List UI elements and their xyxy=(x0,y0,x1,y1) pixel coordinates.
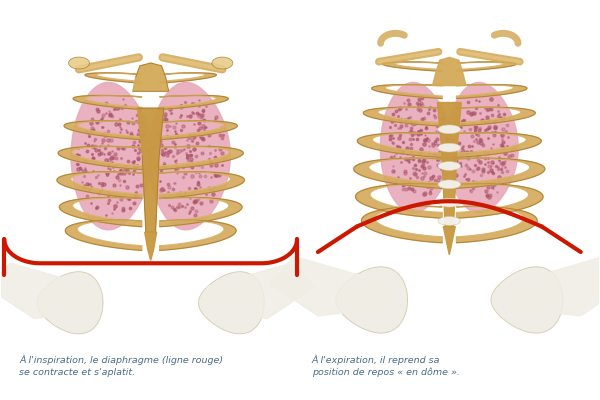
Ellipse shape xyxy=(438,125,461,134)
Polygon shape xyxy=(457,158,545,188)
Polygon shape xyxy=(356,184,442,218)
Polygon shape xyxy=(37,272,103,334)
Polygon shape xyxy=(160,197,242,227)
Ellipse shape xyxy=(438,180,461,189)
Polygon shape xyxy=(65,220,142,250)
Ellipse shape xyxy=(438,162,461,170)
Polygon shape xyxy=(457,184,543,218)
Text: À l'expiration, il reprend sa: À l'expiration, il reprend sa xyxy=(312,354,440,365)
Polygon shape xyxy=(137,108,164,232)
Polygon shape xyxy=(433,57,466,86)
Ellipse shape xyxy=(438,143,461,152)
Polygon shape xyxy=(509,256,600,316)
Polygon shape xyxy=(457,133,541,157)
Polygon shape xyxy=(354,158,442,188)
Polygon shape xyxy=(85,73,142,83)
Polygon shape xyxy=(149,82,230,230)
Polygon shape xyxy=(199,272,264,334)
Polygon shape xyxy=(160,73,217,83)
Polygon shape xyxy=(491,267,563,333)
Polygon shape xyxy=(64,121,142,140)
Polygon shape xyxy=(160,146,243,170)
Text: position de repos « en dôme ».: position de repos « en dôme ». xyxy=(312,367,460,377)
Polygon shape xyxy=(437,102,461,227)
Polygon shape xyxy=(362,206,442,243)
Polygon shape xyxy=(358,133,442,157)
Polygon shape xyxy=(208,263,315,319)
Polygon shape xyxy=(382,62,442,71)
Polygon shape xyxy=(457,62,516,71)
Polygon shape xyxy=(457,107,535,126)
Polygon shape xyxy=(457,84,527,98)
Polygon shape xyxy=(443,227,455,255)
Polygon shape xyxy=(336,267,407,333)
Ellipse shape xyxy=(438,217,461,225)
Polygon shape xyxy=(71,82,152,230)
Polygon shape xyxy=(160,172,244,198)
Polygon shape xyxy=(371,84,442,98)
Polygon shape xyxy=(160,121,237,140)
Text: se contracte et s'aplatit.: se contracte et s'aplatit. xyxy=(19,368,136,377)
Polygon shape xyxy=(133,63,169,91)
Polygon shape xyxy=(446,82,518,213)
Polygon shape xyxy=(380,82,452,213)
Polygon shape xyxy=(57,172,142,198)
Ellipse shape xyxy=(438,198,461,207)
Ellipse shape xyxy=(212,57,233,69)
Polygon shape xyxy=(160,96,229,110)
Text: À l'inspiration, le diaphragme (ligne rouge): À l'inspiration, le diaphragme (ligne ro… xyxy=(19,354,223,365)
Polygon shape xyxy=(160,220,236,250)
Polygon shape xyxy=(0,263,94,319)
Polygon shape xyxy=(270,256,389,316)
Polygon shape xyxy=(58,146,142,170)
Polygon shape xyxy=(59,197,142,227)
Ellipse shape xyxy=(68,57,89,69)
Polygon shape xyxy=(73,96,142,110)
Polygon shape xyxy=(457,206,537,243)
Polygon shape xyxy=(145,232,157,260)
Polygon shape xyxy=(364,107,442,126)
